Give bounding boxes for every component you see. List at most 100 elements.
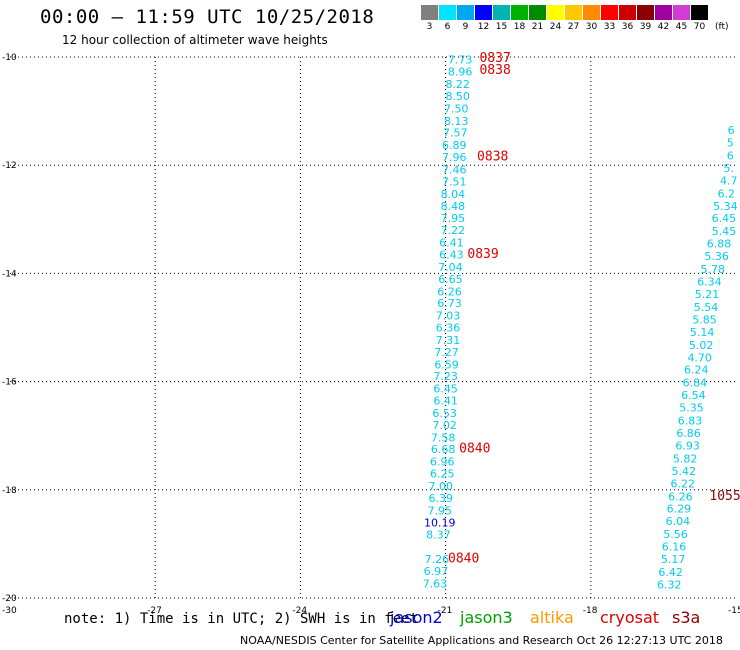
x-tick-label: -27 [147, 606, 162, 616]
color-scale-swatch [457, 5, 474, 20]
time-label-jason2: 0838 [479, 63, 510, 78]
x-tick-label: -24 [292, 606, 307, 616]
color-scale-label: 3 [426, 22, 433, 32]
data-point-jason2: 7.95 [441, 212, 466, 225]
y-tick-label: -10 [2, 53, 17, 63]
data-point-s3a: 6.93 [675, 439, 700, 452]
data-point-s3a: 6.26 [668, 490, 693, 503]
data-point-s3a: 5.36 [704, 250, 729, 263]
data-point-s3a: 5.85 [692, 313, 717, 326]
color-scale-swatch [601, 5, 618, 20]
data-point-jason2: 7.73 [448, 54, 473, 67]
data-point-jason2: 6.96 [430, 456, 455, 469]
color-scale-swatch [619, 5, 636, 20]
data-point-jason2: 7.63 [423, 577, 448, 590]
data-point-jason2: 7.46 [442, 164, 467, 177]
color-scale-swatch [637, 5, 654, 20]
data-point-s3a: 6.54 [681, 389, 706, 402]
data-point-s3a: 6.29 [667, 503, 692, 516]
data-point-jason2: 6.73 [437, 297, 462, 310]
color-scale-unit: (ft) [715, 22, 729, 32]
data-point-s3a: 5.02 [689, 339, 714, 352]
data-point-s3a: 6.32 [657, 578, 682, 591]
data-point-s3a: 6.84 [683, 377, 708, 390]
data-point-s3a: 6.16 [662, 541, 687, 554]
data-point-jason2: 6.43 [439, 248, 464, 261]
data-point-s3a: 5.45 [712, 225, 737, 238]
color-scale-label: 27 [567, 22, 580, 32]
y-tick-label: -16 [2, 378, 17, 388]
color-scale-label: 24 [549, 22, 562, 32]
footer-credit: NOAA/NESDIS Center for Satellite Applica… [240, 634, 723, 647]
data-point-jason2: 7.51 [442, 175, 467, 188]
time-label-s3a: 1055 [709, 489, 740, 504]
color-scale-label: 30 [585, 22, 598, 32]
data-point-s3a: 6.22 [671, 477, 696, 490]
legend-item-jason2: jason2 [390, 608, 443, 627]
time-label-jason2: 0837 [479, 51, 510, 66]
data-point-s3a: 6.88 [707, 238, 732, 251]
data-point-jason2: 7.02 [432, 419, 457, 432]
color-scale-swatch [673, 5, 690, 20]
data-point-jason2: 6.45 [433, 383, 458, 396]
data-point-jason2: 8.48 [441, 200, 466, 213]
legend-item-altika: altika [530, 608, 574, 627]
data-point-jason2: 6.97 [424, 565, 449, 578]
data-point-jason2: 6.53 [432, 407, 457, 420]
data-point-jason2: 6.25 [430, 468, 455, 481]
footer-note: note: 1) Time is in UTC; 2) SWH is in fe… [64, 611, 419, 627]
data-point-s3a: 6.45 [712, 212, 737, 225]
data-point-jason2: 7.22 [441, 224, 466, 237]
data-point-jason2: 7.23 [433, 370, 458, 383]
color-scale-swatch [529, 5, 546, 20]
data-point-jason2: 7.95 [428, 504, 453, 517]
data-point-jason2: 7.04 [438, 261, 463, 274]
color-scale-swatch [439, 5, 456, 20]
data-point-jason2: 7.50 [444, 102, 469, 115]
legend-item-s3a: s3a [672, 608, 701, 627]
data-point-jason2: 7.96 [442, 151, 467, 164]
data-point-jason2: 6.65 [438, 273, 463, 286]
y-tick-label: -14 [2, 269, 17, 279]
data-point-jason2: 6.41 [433, 395, 458, 408]
color-scale-label: 70 [693, 22, 706, 32]
data-point-s3a: 6.42 [658, 566, 683, 579]
data-point-jason2: 7.57 [443, 127, 468, 140]
color-scale-label: 18 [513, 22, 526, 32]
data-point-s3a: 6.2 [718, 187, 736, 200]
x-tick-label: -21 [438, 606, 453, 616]
color-scale-label: 39 [639, 22, 652, 32]
color-scale-swatch [511, 5, 528, 20]
color-scale-swatch [565, 5, 582, 20]
time-label-jason2: 0839 [467, 247, 498, 262]
color-scale-label: 12 [477, 22, 490, 32]
data-point-s3a: 6 [727, 149, 734, 162]
time-label-jason2: 0840 [459, 442, 490, 457]
color-scale-label: 36 [621, 22, 634, 32]
data-point-jason2: 6.68 [431, 443, 456, 456]
data-point-s3a: 5.82 [673, 452, 698, 465]
data-point-jason2: 7.26 [425, 553, 450, 566]
data-point-jason2: 6.26 [437, 285, 462, 298]
color-scale-label: 15 [495, 22, 508, 32]
color-scale-swatch [475, 5, 492, 20]
color-scale-label: 9 [462, 22, 469, 32]
data-point-jason2: 6.39 [429, 492, 454, 505]
data-point-s3a: 5.78 [701, 263, 726, 276]
color-scale-label: 45 [675, 22, 688, 32]
data-point-s3a: 4.70 [687, 351, 712, 364]
x-tick-label: -30 [2, 606, 17, 616]
data-point-s3a: 6 [728, 124, 735, 137]
data-point-jason2: 10.19 [424, 516, 456, 529]
x-tick-label: -15 [728, 606, 740, 616]
data-point-s3a: 6.83 [678, 415, 703, 428]
data-point-jason2: 8.37 [426, 529, 451, 542]
color-scale-swatch [583, 5, 600, 20]
legend-item-jason3: jason3 [460, 608, 513, 627]
data-point-jason2: 8.22 [445, 78, 470, 91]
color-scale-swatch [655, 5, 672, 20]
data-point-s3a: 6.24 [684, 364, 709, 377]
data-point-s3a: 5.42 [671, 465, 696, 478]
